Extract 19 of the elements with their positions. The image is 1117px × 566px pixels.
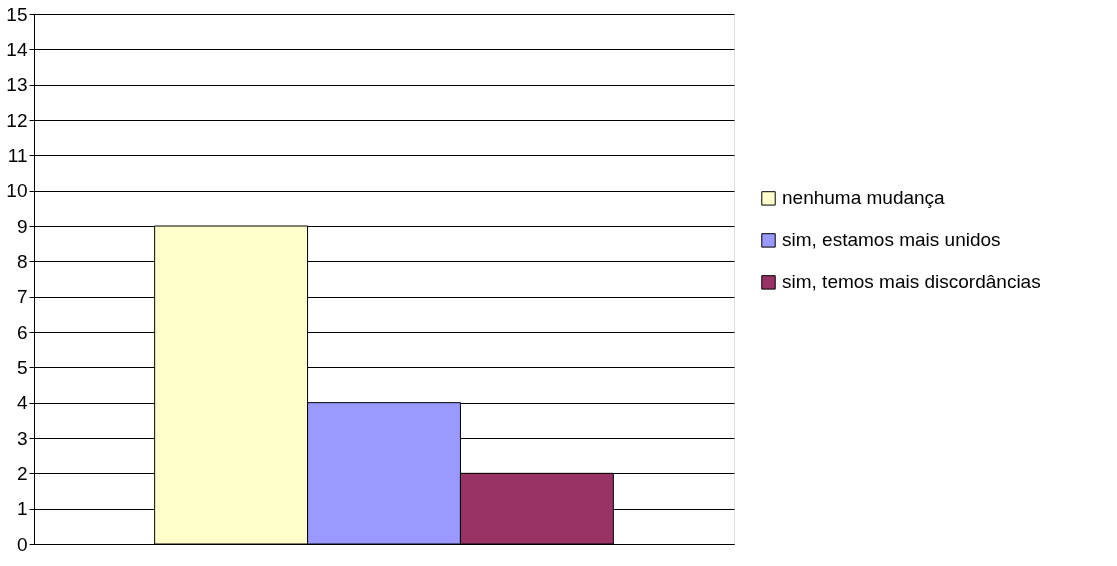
y-tick-label: 7 bbox=[16, 286, 28, 308]
y-tick-label: 13 bbox=[6, 74, 28, 96]
y-tick-label: 4 bbox=[16, 392, 28, 414]
y-tick-label: 1 bbox=[16, 498, 28, 520]
y-tick-label: 8 bbox=[16, 250, 28, 272]
y-tick-label: 2 bbox=[16, 462, 28, 484]
y-tick-label: 10 bbox=[6, 180, 28, 202]
y-tick-label: 6 bbox=[16, 321, 28, 343]
y-tick-label: 14 bbox=[6, 38, 28, 60]
legend-label: sim, estamos mais unidos bbox=[782, 229, 1001, 251]
y-tick-label: 3 bbox=[16, 427, 28, 449]
y-tick-label: 12 bbox=[6, 109, 28, 131]
legend-label: sim, temos mais discordâncias bbox=[782, 271, 1041, 293]
legend-label: nenhuma mudança bbox=[782, 187, 946, 209]
y-tick-label: 11 bbox=[7, 144, 28, 166]
y-tick-label: 5 bbox=[16, 356, 28, 378]
y-tick-label: 9 bbox=[16, 215, 28, 237]
y-tick-label: 0 bbox=[16, 533, 28, 555]
y-tick-label: 15 bbox=[6, 3, 28, 25]
